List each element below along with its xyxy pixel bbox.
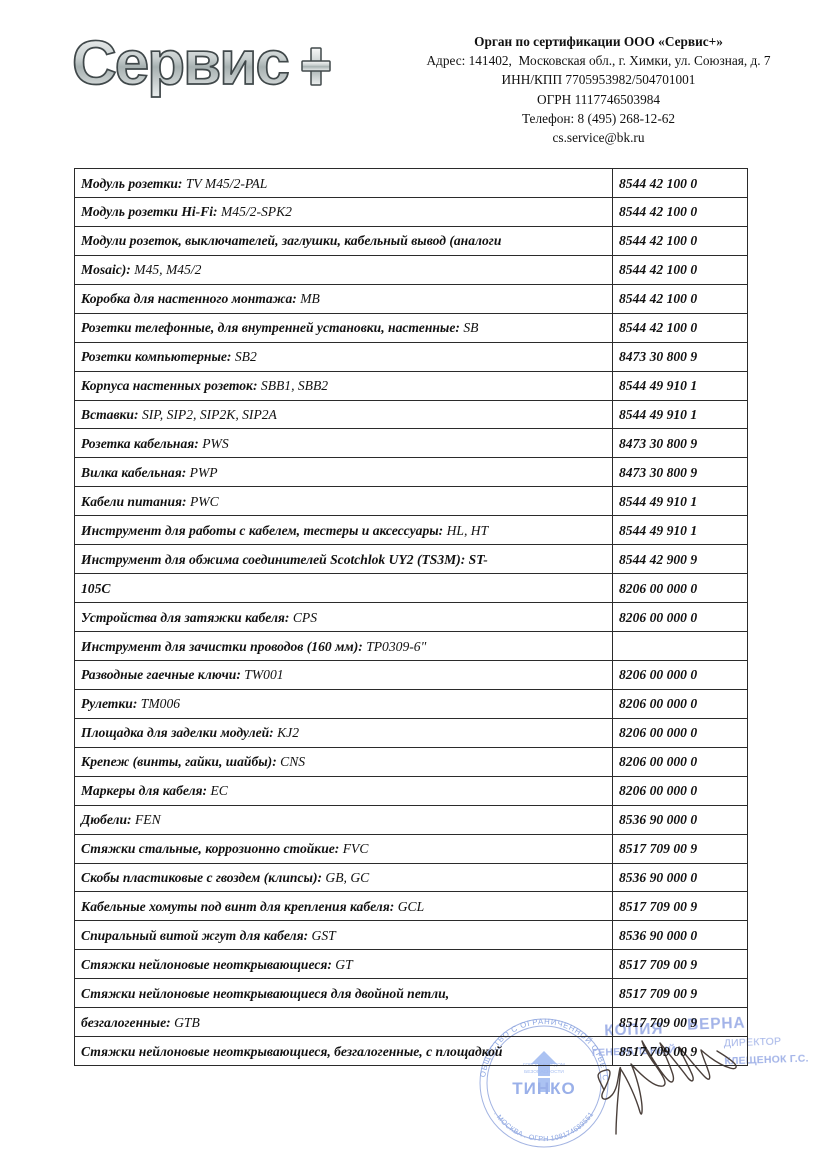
svg-text:БЕЗОПАСНОСТИ: БЕЗОПАСНОСТИ: [524, 1069, 564, 1075]
svg-text:. МОСКВА . ОГРН 108174689551: . МОСКВА . ОГРН 108174689551: [492, 1109, 595, 1143]
svg-text:Сервис: Сервис: [72, 29, 288, 98]
svg-text:ТИНКО: ТИНКО: [512, 1079, 575, 1098]
